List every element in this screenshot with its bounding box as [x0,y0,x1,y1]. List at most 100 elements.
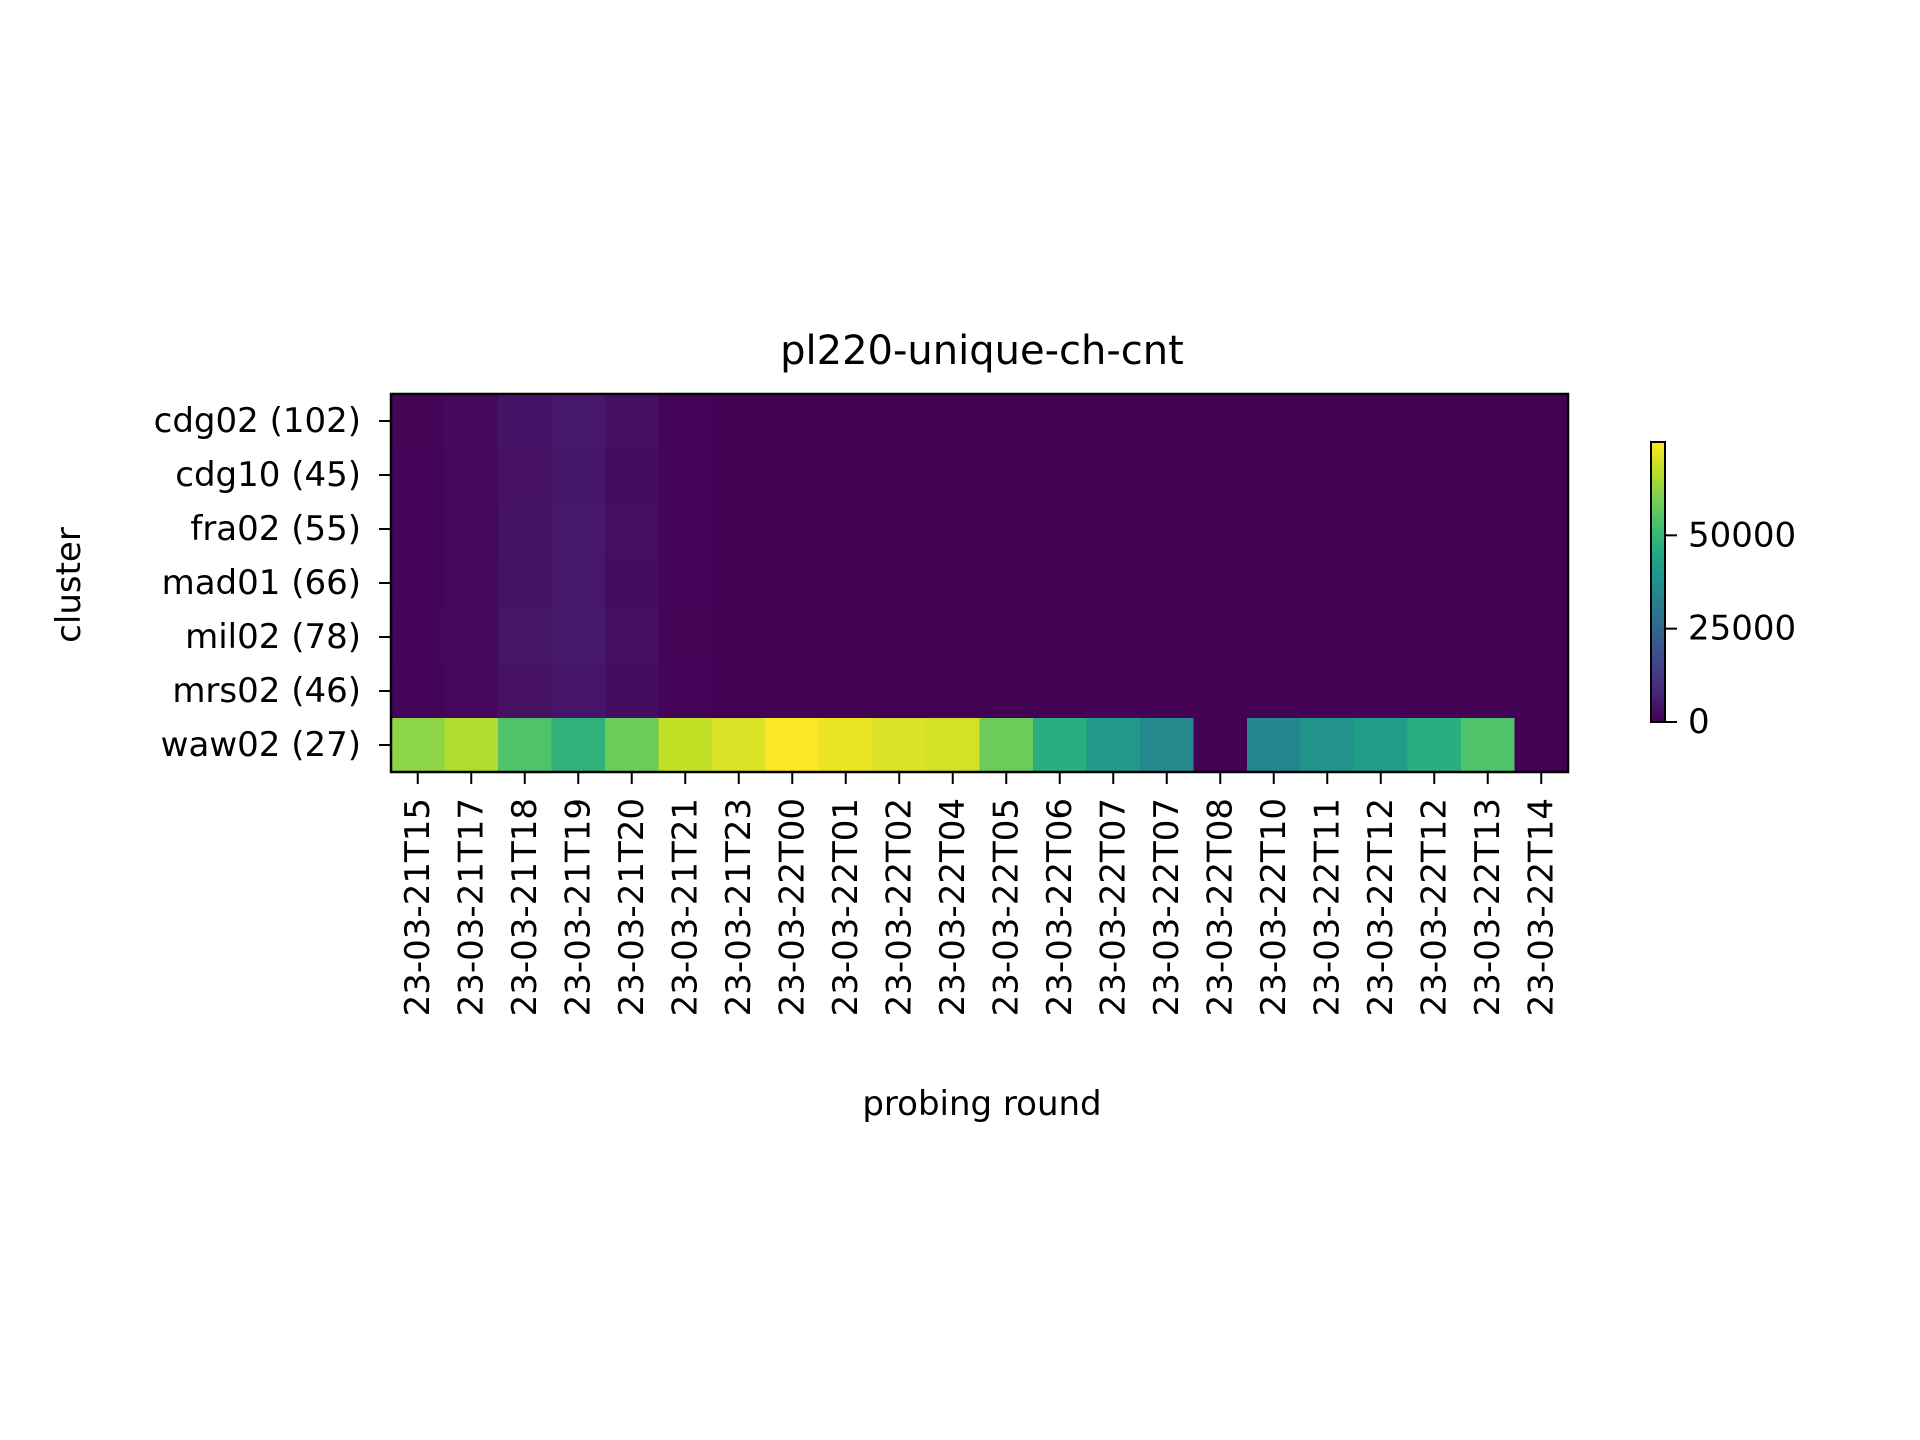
heatmap-cell [712,718,767,773]
heatmap-cell [1514,610,1569,665]
chart-title: pl220-unique-ch-cnt [780,328,1184,374]
heatmap-cell [1086,556,1141,611]
colorbar-tick-label: 25000 [1688,609,1796,649]
heatmap-cell [712,502,767,557]
heatmap-cell [819,718,874,773]
heatmap-cell [551,502,606,557]
heatmap-cell [1140,448,1195,503]
heatmap-cell [1300,394,1355,449]
heatmap-cell [498,448,553,503]
heatmap-cell [391,610,446,665]
heatmap-cell [498,394,553,449]
heatmap-cell [1300,448,1355,503]
heatmap-cell [926,448,981,503]
heatmap-cell [819,502,874,557]
heatmap-cell [1461,718,1516,773]
heatmap-cell [1354,556,1409,611]
heatmap-cell [1033,664,1088,719]
x-tick-label: 23-03-22T05 [986,798,1026,1016]
heatmap-cell [1193,448,1248,503]
heatmap-cell [819,664,874,719]
x-tick-label: 23-03-22T10 [1254,798,1294,1016]
heatmap-cell [819,394,874,449]
heatmap-cell [1514,664,1569,719]
colorbar-gradient [1650,441,1666,723]
heatmap-cell [819,556,874,611]
y-tick-label: waw02 (27) [161,725,361,765]
heatmap-cell [658,556,713,611]
heatmap-cell [872,502,927,557]
heatmap-cell [1514,718,1569,773]
heatmap-cell [1514,448,1569,503]
heatmap-cell [1140,556,1195,611]
colorbar-tick-label: 0 [1688,702,1710,742]
heatmap-cell [444,502,499,557]
heatmap-cell [658,664,713,719]
heatmap-cell [1461,610,1516,665]
heatmap-cell [1461,556,1516,611]
colorbar-tick-label: 50000 [1688,515,1796,555]
heatmap-cell [444,610,499,665]
heatmap-cell [1086,610,1141,665]
heatmap-cell [926,394,981,449]
x-tick-label: 23-03-21T19 [558,798,598,1016]
heatmap-cell [1300,556,1355,611]
x-tick-label: 23-03-22T12 [1361,798,1401,1016]
x-tick-label: 23-03-22T12 [1414,798,1454,1016]
heatmap-cell [658,610,713,665]
heatmap-cell [444,664,499,719]
heatmap-cell [1247,502,1302,557]
heatmap-cell [605,394,660,449]
heatmap-cell [926,610,981,665]
heatmap-cell [1407,610,1462,665]
heatmap-cell [872,448,927,503]
x-axis: 23-03-21T15 23-03-21T17 23-03-21T18 23-03-2… [398,772,1561,1016]
y-tick-label: cdg02 (102) [154,401,361,441]
heatmap-cell [1354,448,1409,503]
heatmap-cell [1247,556,1302,611]
y-tick-label: fra02 (55) [190,509,361,549]
heatmap-cell [1247,448,1302,503]
heatmap-cell [872,556,927,611]
heatmap-cell [1247,394,1302,449]
heatmap-cell [979,664,1034,719]
heatmap-cell [1193,394,1248,449]
x-tick-label: 23-03-22T07 [1147,798,1187,1016]
heatmap-cell [498,556,553,611]
heatmap-cell [1247,610,1302,665]
heatmap-cell [1354,394,1409,449]
heatmap-cell [979,448,1034,503]
heatmap-cell [498,718,553,773]
heatmap-cell [765,502,820,557]
heatmap-cell [444,556,499,611]
heatmap-cell [712,394,767,449]
heatmap-cell [872,664,927,719]
heatmap-cell [444,448,499,503]
heatmap-cell [605,448,660,503]
heatmap-cell [1033,610,1088,665]
x-tick-label: 23-03-21T18 [505,798,545,1016]
heatmap-cell [872,394,927,449]
heatmap-cell [551,718,606,773]
heatmap-cell [1033,502,1088,557]
heatmap-cell [1086,502,1141,557]
heatmap-cell [819,610,874,665]
x-tick-label: 23-03-22T13 [1468,798,1508,1016]
heatmap-cell [391,448,446,503]
heatmap-cell [819,448,874,503]
x-tick-label: 23-03-21T23 [719,798,759,1016]
x-axis-label: probing round [862,1084,1101,1124]
heatmap-cell [391,394,446,449]
heatmap-cell [1461,502,1516,557]
heatmap-cell [1247,718,1302,773]
heatmap-cell [1407,502,1462,557]
heatmap-cell [391,556,446,611]
heatmap-cell [979,718,1034,773]
heatmap-cell [765,394,820,449]
heatmap-cell [872,718,927,773]
x-tick-label: 23-03-22T00 [772,798,812,1016]
y-tick-label: mrs02 (46) [172,671,361,711]
x-tick-label: 23-03-22T02 [879,798,919,1016]
x-tick-label: 23-03-22T08 [1200,798,1240,1016]
